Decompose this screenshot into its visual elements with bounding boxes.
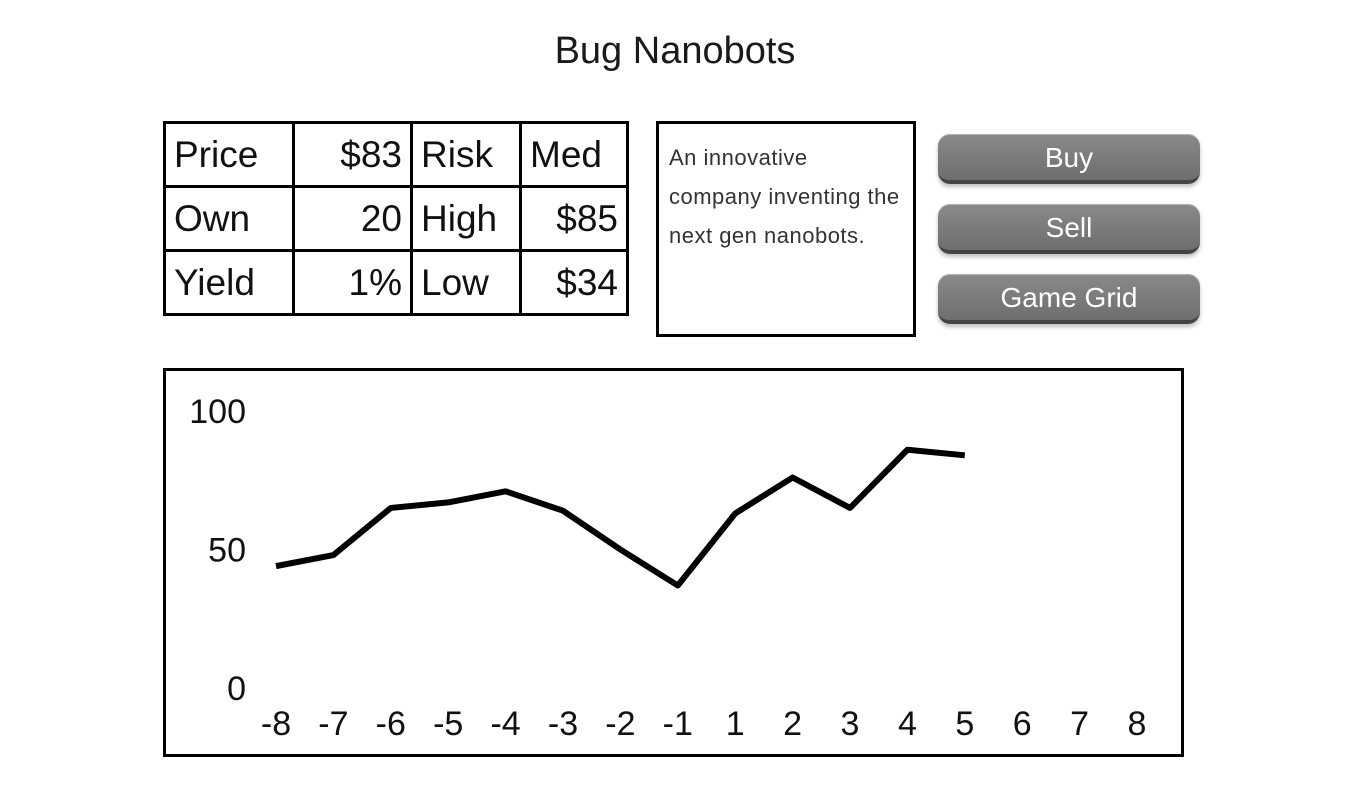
x-tick-label: -6 [376,705,406,743]
x-tick-label: 8 [1128,705,1147,743]
x-tick-label: -2 [605,705,635,743]
risk-value: Med [519,121,629,188]
x-tick-label: 6 [1013,705,1032,743]
own-value: 20 [292,185,413,252]
x-tick-label: -5 [433,705,463,743]
buy-button[interactable]: Buy [938,134,1200,184]
x-tick-label: -1 [663,705,693,743]
y-tick-label: 100 [189,393,246,431]
x-tick-label: -8 [261,705,291,743]
high-value: $85 [519,185,629,252]
x-tick-label: -4 [490,705,520,743]
x-tick-label: 2 [783,705,802,743]
stats-row: Price $83 Risk Med [163,121,629,188]
x-tick-label: -7 [318,705,348,743]
yield-label: Yield [163,249,295,316]
company-description: An innovative company inventing the next… [656,121,916,337]
high-label: High [410,185,522,252]
x-tick-label: 3 [841,705,860,743]
x-tick-label: 4 [898,705,917,743]
x-tick-label: 5 [955,705,974,743]
x-tick-label: -3 [548,705,578,743]
game-grid-button[interactable]: Game Grid [938,274,1200,324]
price-label: Price [163,121,295,188]
stats-row: Yield 1% Low $34 [163,249,629,316]
sell-button[interactable]: Sell [938,204,1200,254]
risk-label: Risk [410,121,522,188]
price-series-line [275,446,966,589]
x-tick-label: 7 [1070,705,1089,743]
yield-value: 1% [292,249,413,316]
price-history-chart: -8 -7 -6 -5 -4 -3 -2 -1 1 2 3 4 5 6 7 8 0 50 100 [163,368,1184,757]
stats-table: Price $83 Risk Med Own 20 High $85 Yield… [163,121,629,316]
y-tick-label: 0 [227,670,246,708]
own-label: Own [163,185,295,252]
x-tick-label: 1 [726,705,745,743]
y-tick-label: 50 [208,532,246,570]
stats-row: Own 20 High $85 [163,185,629,252]
page-title: Bug Nanobots [554,30,796,72]
low-label: Low [410,249,522,316]
price-value: $83 [292,121,413,188]
low-value: $34 [519,249,629,316]
